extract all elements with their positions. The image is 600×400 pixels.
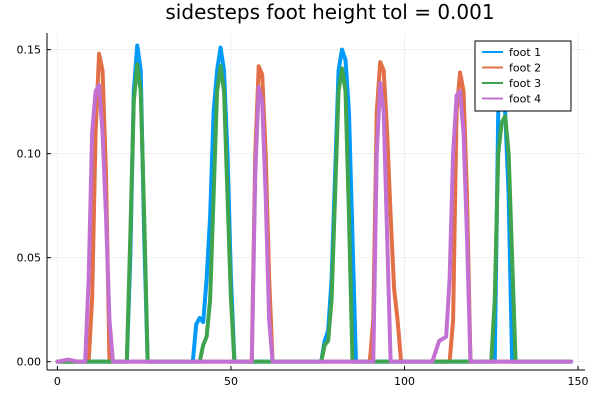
axes: 0 50 100 150 0.00 0.05 0.10 0.15 xyxy=(17,33,589,388)
chart-title: sidesteps foot height tol = 0.001 xyxy=(165,0,494,24)
x-tick-label-2: 100 xyxy=(394,375,415,388)
y-tick-label-3: 0.15 xyxy=(17,44,42,57)
x-tick-label-1: 50 xyxy=(224,375,238,388)
y-tick-label-2: 0.10 xyxy=(17,148,42,161)
legend-label-2: foot 2 xyxy=(509,62,541,75)
y-tick-label-0: 0.00 xyxy=(17,356,42,369)
legend: foot 1 foot 2 foot 3 foot 4 xyxy=(474,40,572,112)
legend-label-4: foot 4 xyxy=(509,93,541,106)
y-tick-label-1: 0.05 xyxy=(17,252,42,265)
series-line-4 xyxy=(55,80,574,364)
legend-label-1: foot 1 xyxy=(509,46,541,59)
x-tick-label-0: 0 xyxy=(54,375,61,388)
x-tick-label-3: 150 xyxy=(568,375,589,388)
legend-label-3: foot 3 xyxy=(509,77,541,90)
series-group xyxy=(55,43,574,364)
